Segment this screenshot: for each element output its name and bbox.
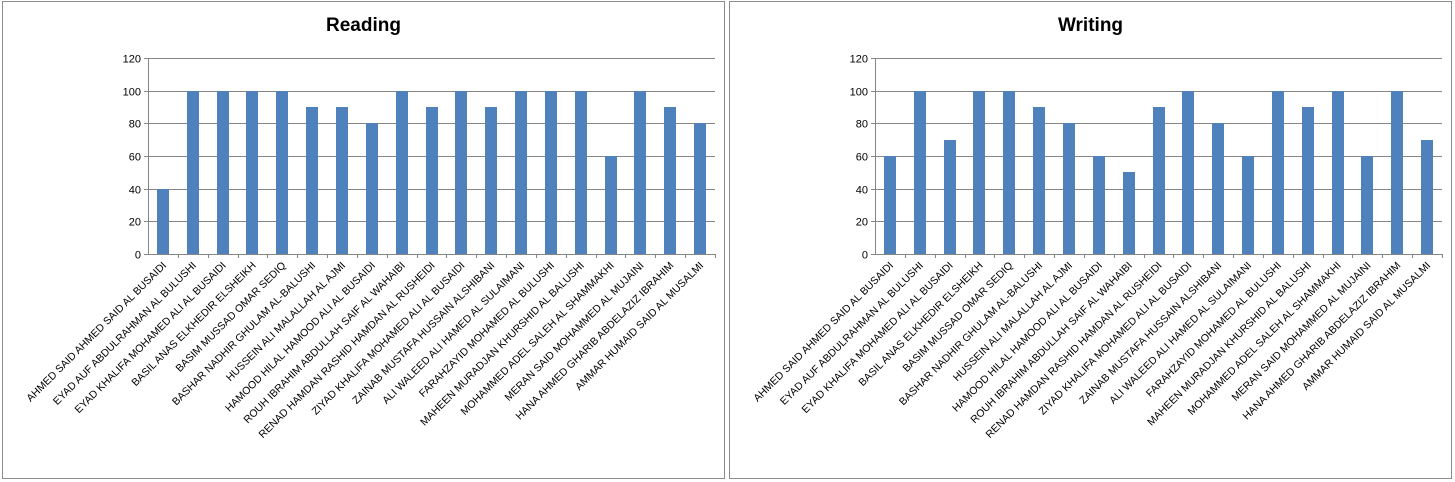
reading-bar xyxy=(366,123,378,254)
reading-bar xyxy=(575,91,587,254)
writing-y-tick-label: 40 xyxy=(856,185,868,197)
reading-bar xyxy=(485,107,497,254)
reading-bar xyxy=(426,107,438,254)
reading-bar xyxy=(306,107,318,254)
reading-y-tick-label: 0 xyxy=(135,250,141,262)
writing-bar xyxy=(1153,107,1165,254)
writing-y-tick-label: 0 xyxy=(862,250,868,262)
writing-bar xyxy=(1421,140,1433,254)
writing-bar xyxy=(973,91,985,254)
writing-chart-panel: Writing 0 20 40 60 80 100 120 AHMED SAID AHMED … xyxy=(729,1,1452,479)
writing-bar xyxy=(1272,91,1284,254)
writing-bar xyxy=(1123,172,1135,254)
reading-y-tick-label: 100 xyxy=(123,87,141,99)
reading-bar xyxy=(545,91,557,254)
reading-bar xyxy=(336,107,348,254)
writing-y-tick-label: 120 xyxy=(850,54,868,66)
writing-bar xyxy=(1302,107,1314,254)
reading-chart-panel: Reading 0 20 40 60 80 100 120 AHMED SAID AHMED … xyxy=(2,1,725,479)
writing-bar xyxy=(884,156,896,254)
writing-bar xyxy=(1063,123,1075,254)
writing-bar xyxy=(944,140,956,254)
reading-bar xyxy=(157,189,169,254)
reading-bar xyxy=(187,91,199,254)
writing-bar xyxy=(1033,107,1045,254)
reading-bar xyxy=(605,156,617,254)
reading-bar xyxy=(396,91,408,254)
reading-bar xyxy=(246,91,258,254)
writing-y-tick-label: 80 xyxy=(856,119,868,131)
reading-y-tick-label: 120 xyxy=(123,54,141,66)
writing-bar xyxy=(1003,91,1015,254)
reading-bar xyxy=(634,91,646,254)
reading-bar xyxy=(664,107,676,254)
writing-bar xyxy=(1212,123,1224,254)
writing-bar xyxy=(1242,156,1254,254)
writing-bar xyxy=(1182,91,1194,254)
reading-bar xyxy=(217,91,229,254)
reading-bar xyxy=(455,91,467,254)
reading-bar xyxy=(515,91,527,254)
reading-y-tick-label: 40 xyxy=(129,185,141,197)
writing-chart-title: Writing xyxy=(1057,15,1124,36)
reading-y-tick-label: 20 xyxy=(129,217,141,229)
writing-y-tick-label: 60 xyxy=(856,152,868,164)
writing-bar xyxy=(1361,156,1373,254)
writing-bar xyxy=(1391,91,1403,254)
writing-bar xyxy=(1332,91,1344,254)
reading-chart-title: Reading xyxy=(326,15,401,36)
reading-bar xyxy=(694,123,706,254)
reading-bar xyxy=(276,91,288,254)
writing-y-tick-label: 20 xyxy=(856,217,868,229)
reading-y-tick-label: 80 xyxy=(129,119,141,131)
writing-bar xyxy=(1093,156,1105,254)
reading-y-tick-label: 60 xyxy=(129,152,141,164)
writing-y-tick-label: 100 xyxy=(850,87,868,99)
writing-bar xyxy=(914,91,926,254)
